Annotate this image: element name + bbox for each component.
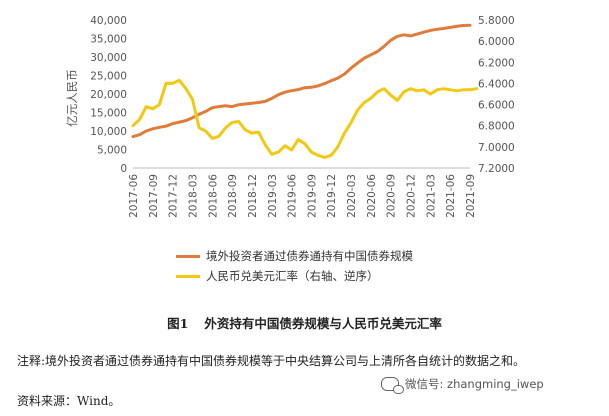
- x-tick-label: 2020-03: [346, 174, 358, 218]
- x-tick-label: 2019-12: [326, 174, 338, 218]
- x-tick-label: 2019-09: [306, 174, 318, 218]
- left-tick-label: 10,000: [90, 126, 127, 138]
- figure-title: 外资持有中国债券规模与人民币兑美元汇率: [204, 316, 442, 331]
- x-tick-label: 2020-12: [406, 174, 418, 218]
- data-source: 资料来源：Wind。: [17, 394, 121, 408]
- right-tick-label: 6.0000: [478, 36, 515, 48]
- left-tick-label: 30,000: [90, 52, 127, 64]
- x-tick-label: 2020-09: [386, 174, 398, 218]
- y-axis-label: 亿元人民币: [65, 69, 79, 127]
- legend-swatch-bond-holdings: [176, 254, 200, 258]
- left-tick-label: 25,000: [90, 71, 127, 83]
- x-tick-label: 2019-06: [287, 174, 299, 218]
- watermark-text: 微信号: zhangming_iwep: [405, 377, 544, 391]
- legend-swatch-exchange-rate: [176, 274, 200, 278]
- figure-number: 图1: [167, 316, 189, 331]
- left-tick-label: 0: [120, 163, 127, 175]
- left-tick-label: 35,000: [90, 34, 127, 46]
- right-axis-ticks: 5.8000 6.0000 6.2000 6.4000 6.6000 6.8000 7.00…: [478, 15, 515, 175]
- watermark: 微信号: zhangming_iwep: [381, 374, 544, 394]
- legend-label-bond-holdings: 境外投资者通过债券通持有中国债券规模: [206, 249, 413, 263]
- legend: 境外投资者通过债券通持有中国债券规模 人民币兑美元汇率（右轴、逆序）: [176, 246, 413, 286]
- legend-item-exchange-rate: 人民币兑美元汇率（右轴、逆序）: [176, 266, 413, 286]
- x-tick-label: 2017-06: [128, 174, 140, 218]
- right-tick-label: 6.8000: [478, 121, 515, 133]
- x-tick-label: 2021-03: [425, 174, 437, 218]
- series-line-exchange-rate: [131, 78, 479, 159]
- wechat-icon: [381, 377, 404, 394]
- left-tick-label: 20,000: [90, 89, 127, 101]
- right-tick-label: 6.6000: [478, 100, 515, 112]
- right-tick-label: 6.2000: [478, 57, 515, 69]
- left-tick-label: 40,000: [90, 15, 127, 27]
- footnote: 注释:境外投资者通过债券通持有中国债券规模等于中央结算公司与上清所各自统计的数据…: [17, 354, 526, 368]
- legend-item-bond-holdings: 境外投资者通过债券通持有中国债券规模: [176, 246, 413, 266]
- right-tick-label: 7.0000: [478, 142, 515, 154]
- legend-label-exchange-rate: 人民币兑美元汇率（右轴、逆序）: [206, 269, 379, 283]
- x-tick-label: 2019-03: [267, 174, 279, 218]
- x-tick-label: 2018-03: [187, 174, 199, 218]
- dual-axis-line-chart: 0 5,000 10,000 15,000 20,000 25,000 30,000 35,0…: [65, 15, 515, 218]
- x-tick-label: 2017-09: [148, 174, 160, 218]
- x-axis-ticks: 2017-06 2017-09 2017-12 2018-03 2018-06 2018-…: [128, 174, 477, 218]
- right-tick-label: 7.2000: [478, 163, 515, 175]
- left-tick-label: 5,000: [97, 145, 127, 157]
- right-tick-label: 6.4000: [478, 78, 515, 90]
- right-tick-label: 5.8000: [478, 15, 515, 27]
- x-tick-label: 2021-06: [445, 174, 457, 218]
- figure-caption: 图1 外资持有中国债券规模与人民币兑美元汇率: [0, 313, 609, 332]
- x-tick-label: 2020-06: [366, 174, 378, 218]
- x-tick-label: 2018-06: [207, 174, 219, 218]
- left-tick-label: 15,000: [90, 108, 127, 120]
- x-tick-label: 2018-12: [247, 174, 259, 218]
- series-line-bond-holdings: [131, 23, 472, 139]
- x-tick-label: 2018-09: [227, 174, 239, 218]
- x-tick-label: 2021-09: [465, 174, 477, 218]
- left-axis-ticks: 0 5,000 10,000 15,000 20,000 25,000 30,000 35,0…: [90, 15, 127, 175]
- x-tick-label: 2017-12: [168, 174, 180, 218]
- series-layer: [131, 23, 479, 159]
